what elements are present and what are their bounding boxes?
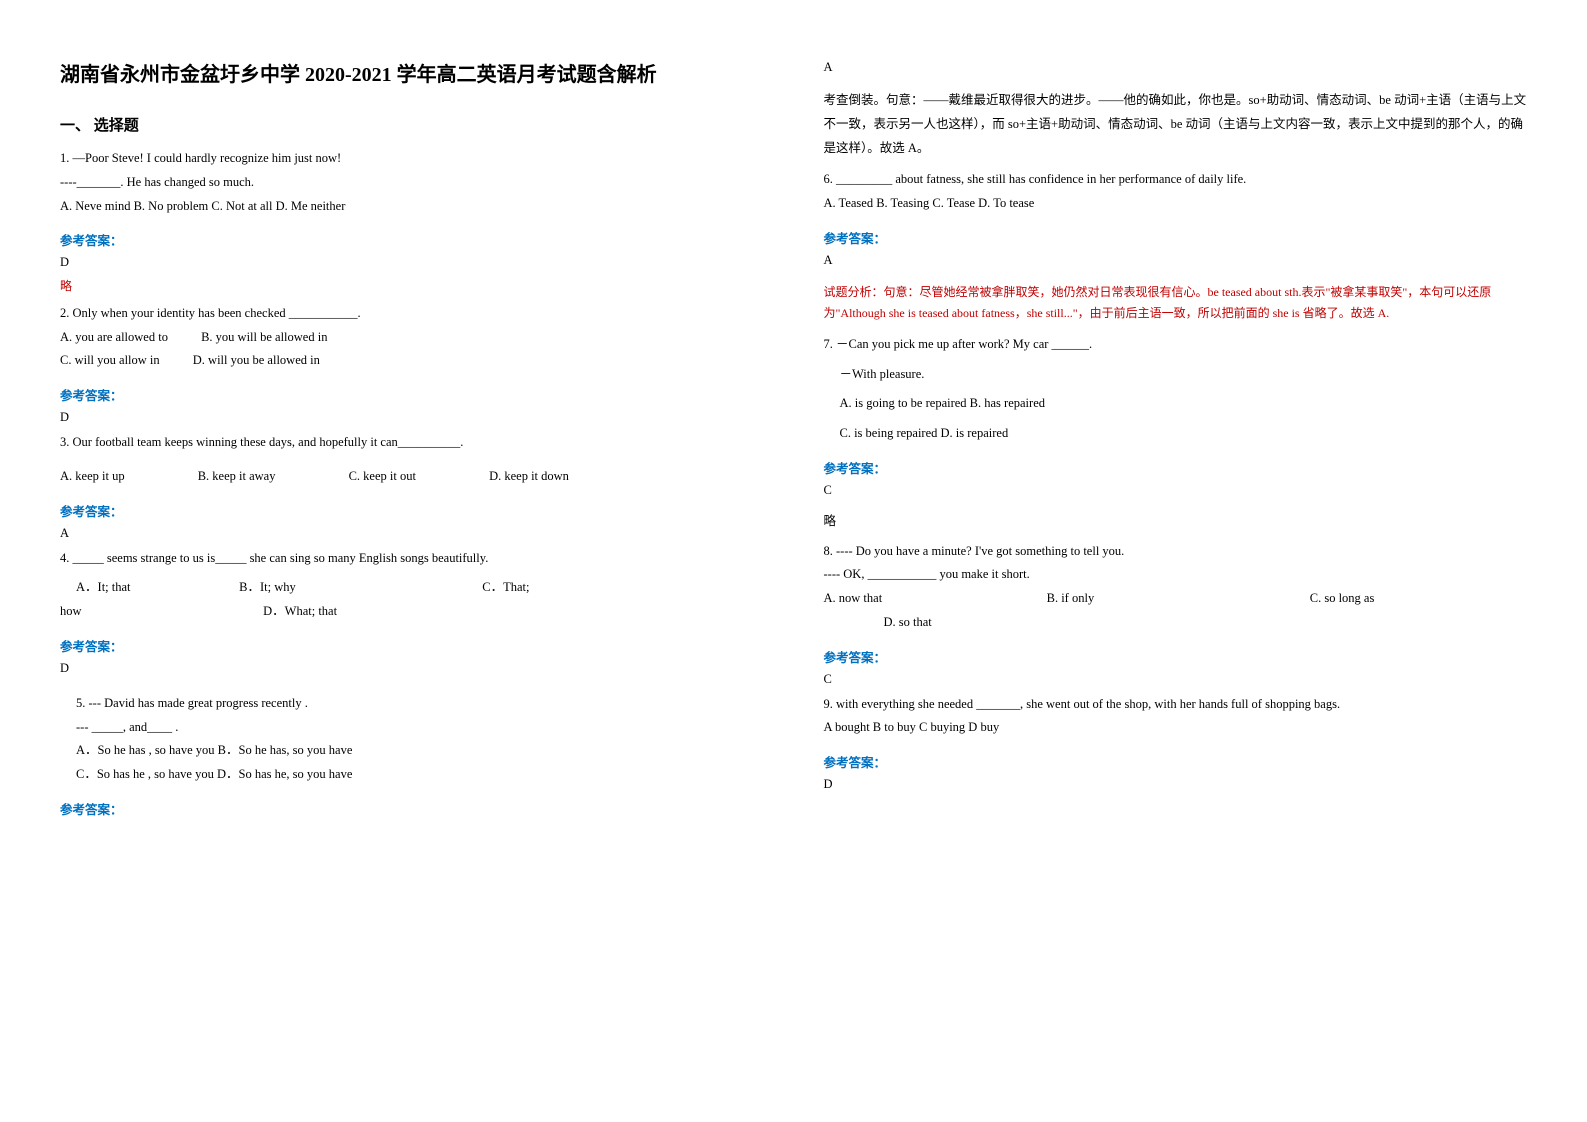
q2-optA: A. you are allowed to	[60, 326, 168, 350]
q4-optD: D．What; that	[263, 600, 337, 624]
q7-line2: －With pleasure.	[840, 363, 1528, 387]
q8-opts-row1: A. now that B. if only C. so long as	[824, 587, 1528, 611]
answer-label: 参考答案：	[60, 385, 764, 404]
q5-explain: 考查倒装。句意：——戴维最近取得很大的进步。——他的确如此，你也是。so+助动词…	[824, 89, 1528, 160]
q2-optB: B. you will be allowed in	[201, 326, 327, 350]
q2-options-row1: A. you are allowed to B. you will be all…	[60, 326, 764, 350]
q1-lue: 略	[60, 276, 764, 298]
q8-optC: C. so long as	[1310, 587, 1375, 611]
q3-options: A. keep it up B. keep it away C. keep it…	[60, 465, 764, 489]
q4-options-row2: how D．What; that	[60, 600, 764, 624]
q2-optC: C. will you allow in	[60, 349, 160, 373]
q3-text: 3. Our football team keeps winning these…	[60, 431, 764, 455]
q4-optA: A．It; that	[76, 576, 236, 600]
q2-options-row2: C. will you allow in D. will you be allo…	[60, 349, 764, 373]
answer-label: 参考答案：	[824, 228, 1528, 247]
q4-optC: C．That;	[482, 576, 529, 600]
q3-answer: A	[60, 526, 764, 541]
q1-answer: D	[60, 255, 764, 270]
q3-optD: D. keep it down	[489, 465, 569, 489]
question-4: 4. _____ seems strange to us is_____ she…	[60, 547, 764, 624]
answer-label: 参考答案：	[824, 752, 1528, 771]
q3-optB: B. keep it away	[198, 465, 276, 489]
question-8: 8. ---- Do you have a minute? I've got s…	[824, 540, 1528, 635]
question-9: 9. with everything she needed _______, s…	[824, 693, 1528, 741]
question-2: 2. Only when your identity has been chec…	[60, 302, 764, 373]
q1-line1: 1. —Poor Steve! I could hardly recognize…	[60, 147, 764, 171]
q9-text: 9. with everything she needed _______, s…	[824, 693, 1528, 717]
q2-answer: D	[60, 410, 764, 425]
q7-optsCD: C. is being repaired D. is repaired	[840, 422, 1528, 446]
q8-optA: A. now that	[824, 587, 1004, 611]
answer-label: 参考答案：	[824, 647, 1528, 666]
q4-options-row1: A．It; that B．It; why C．That;	[60, 576, 764, 600]
q1-options: A. Neve mind B. No problem C. Not at all…	[60, 195, 764, 219]
q5-line3: A．So he has , so have you B．So he has, s…	[76, 739, 764, 763]
q6-opts: A. Teased B. Teasing C. Tease D. To teas…	[824, 192, 1528, 216]
q7-optsAB: A. is going to be repaired B. has repair…	[840, 392, 1528, 416]
q5-line2: --- _____, and____ .	[76, 716, 764, 740]
q9-answer: D	[824, 777, 1528, 792]
section-heading: 一、 选择题	[60, 114, 764, 135]
answer-label: 参考答案：	[824, 458, 1528, 477]
q5-answer: A	[824, 60, 1528, 75]
q6-explain: 试题分析：句意：尽管她经常被拿胖取笑，她仍然对日常表现很有信心。be tease…	[824, 282, 1528, 325]
q4-optB: B．It; why	[239, 576, 479, 600]
q9-opts: A bought B to buy C buying D buy	[824, 716, 1528, 740]
question-6: 6. _________ about fatness, she still ha…	[824, 168, 1528, 216]
q6-text: 6. _________ about fatness, she still ha…	[824, 168, 1528, 192]
q4-answer: D	[60, 661, 764, 676]
q5-line4: C．So has he , so have you D．So has he, s…	[76, 763, 764, 787]
q1-line2: ----_______. He has changed so much.	[60, 171, 764, 195]
q8-line1: 8. ---- Do you have a minute? I've got s…	[824, 540, 1528, 564]
question-3: 3. Our football team keeps winning these…	[60, 431, 764, 489]
question-1: 1. —Poor Steve! I could hardly recognize…	[60, 147, 764, 218]
answer-label: 参考答案：	[60, 799, 764, 818]
q8-line2: ---- OK, ___________ you make it short.	[824, 563, 1528, 587]
q7-lue: 略	[824, 510, 1528, 534]
q3-optA: A. keep it up	[60, 465, 125, 489]
left-column: 湖南省永州市金盆圩乡中学 2020-2021 学年高二英语月考试题含解析 一、 …	[60, 60, 764, 1062]
q7-line1: 7. －Can you pick me up after work? My ca…	[824, 333, 1528, 357]
q8-optB: B. if only	[1047, 587, 1267, 611]
question-7: 7. －Can you pick me up after work? My ca…	[824, 333, 1528, 446]
q4-text: 4. _____ seems strange to us is_____ she…	[60, 547, 764, 571]
q3-optC: C. keep it out	[349, 465, 416, 489]
question-5: 5. --- David has made great progress rec…	[76, 692, 764, 787]
q7-answer: C	[824, 483, 1528, 498]
q2-optD: D. will you be allowed in	[193, 349, 320, 373]
document-title: 湖南省永州市金盆圩乡中学 2020-2021 学年高二英语月考试题含解析	[60, 60, 764, 90]
q4-after: how	[60, 600, 260, 624]
q8-optD: D. so that	[884, 611, 1528, 635]
answer-label: 参考答案：	[60, 636, 764, 655]
q5-line1: 5. --- David has made great progress rec…	[76, 692, 764, 716]
q2-text: 2. Only when your identity has been chec…	[60, 302, 764, 326]
answer-label: 参考答案：	[60, 501, 764, 520]
q6-answer: A	[824, 253, 1528, 268]
q8-answer: C	[824, 672, 1528, 687]
answer-label: 参考答案：	[60, 230, 764, 249]
right-column: A 考查倒装。句意：——戴维最近取得很大的进步。——他的确如此，你也是。so+助…	[824, 60, 1528, 1062]
